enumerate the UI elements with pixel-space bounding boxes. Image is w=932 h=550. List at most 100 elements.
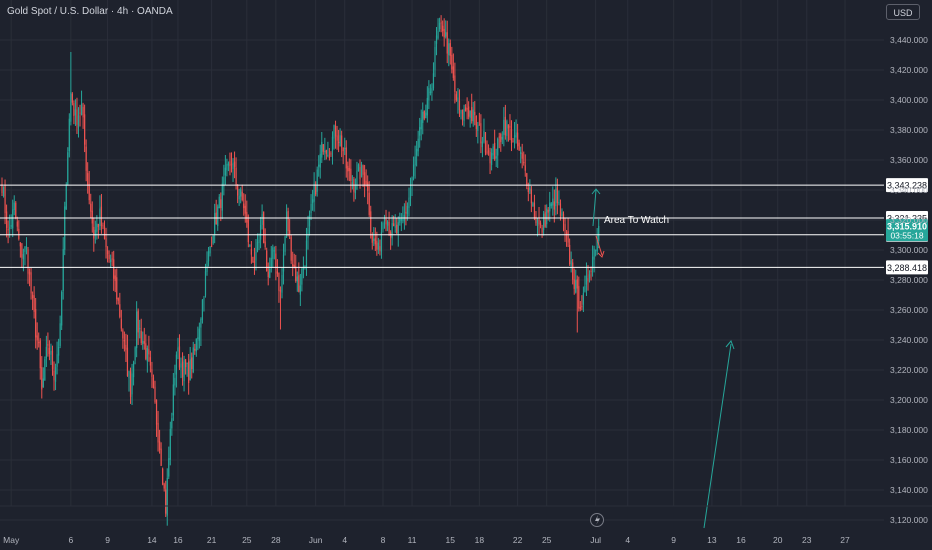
- candle-body: [448, 43, 450, 56]
- candle-body: [347, 165, 349, 172]
- candle-body: [468, 106, 470, 117]
- candle-body: [32, 294, 34, 299]
- candle-body: [555, 188, 557, 207]
- y-tick-label: 3,140.000: [890, 485, 928, 495]
- candle-body: [258, 239, 260, 243]
- candle-body: [582, 293, 584, 305]
- candle-body: [371, 235, 373, 243]
- candle-body: [469, 110, 471, 118]
- candle-body: [598, 226, 600, 242]
- candle-body: [350, 168, 352, 181]
- candle-body: [498, 136, 500, 138]
- candle-body: [292, 264, 294, 267]
- candle-body: [298, 275, 300, 292]
- candle-body: [267, 271, 269, 278]
- candle-body: [299, 285, 301, 295]
- x-tick-label: 20: [773, 535, 783, 545]
- y-tick-label: 3,340.000: [890, 185, 928, 195]
- candle-body: [331, 136, 334, 152]
- candle-body: [573, 279, 575, 289]
- candle-body: [380, 232, 383, 252]
- x-tick-label: 21: [207, 535, 217, 545]
- candle-body: [457, 97, 459, 102]
- y-tick-label: 3,240.000: [890, 335, 928, 345]
- candle-body: [319, 153, 321, 168]
- candle-body: [119, 304, 121, 317]
- candle-body: [431, 88, 433, 94]
- candle-body: [425, 112, 427, 119]
- candle-body: [174, 377, 176, 386]
- candle-body: [45, 346, 47, 359]
- candle-body: [113, 259, 115, 279]
- candle-body: [435, 35, 438, 44]
- candle-body: [76, 109, 78, 125]
- candles: [1, 15, 600, 526]
- candle-body: [82, 107, 84, 118]
- candle-body: [546, 208, 548, 225]
- y-tick-label: 3,300.000: [890, 245, 928, 255]
- candle-body: [272, 247, 274, 259]
- candle-body: [535, 216, 537, 224]
- x-tick-label: 13: [707, 535, 717, 545]
- candle-body: [224, 167, 226, 176]
- candle-body: [596, 237, 598, 252]
- candle-body: [591, 256, 594, 269]
- candle-body: [140, 330, 142, 343]
- candle-body: [111, 258, 113, 260]
- candle-body: [229, 161, 231, 167]
- candle-body: [28, 271, 31, 275]
- candle-body: [171, 418, 173, 429]
- candle-body: [494, 142, 496, 160]
- candle-body: [252, 256, 254, 263]
- candle-body: [475, 115, 477, 129]
- candle-body: [221, 183, 223, 211]
- candle-body: [151, 369, 153, 377]
- candle-body: [419, 127, 421, 136]
- candle-body: [21, 243, 23, 258]
- candle-body: [595, 249, 597, 251]
- candle-body: [463, 108, 465, 121]
- candle-body: [162, 468, 164, 485]
- candle-body: [342, 147, 344, 152]
- candle-body: [10, 225, 12, 227]
- candle-body: [122, 330, 124, 339]
- candle-body: [102, 225, 104, 227]
- x-tick-label: 16: [173, 535, 183, 545]
- candle-body: [120, 318, 122, 329]
- candle-body: [472, 109, 474, 122]
- candle-body: [289, 230, 291, 235]
- candle-body: [227, 163, 230, 166]
- candle-body: [67, 152, 69, 185]
- candle-body: [137, 310, 139, 333]
- currency-button[interactable]: USD: [886, 4, 920, 20]
- candle-body: [220, 199, 222, 208]
- candle-body: [114, 275, 116, 281]
- candle-body: [382, 223, 384, 230]
- candle-body: [15, 202, 17, 219]
- candle-body: [209, 246, 211, 254]
- x-tick-label: 18: [475, 535, 485, 545]
- candle-body: [158, 441, 161, 450]
- lightning-icon[interactable]: [590, 513, 604, 527]
- candle-body: [379, 246, 381, 251]
- candle-body: [454, 75, 456, 92]
- candle-body: [524, 165, 526, 171]
- candle-body: [523, 162, 525, 164]
- candle-body: [73, 103, 75, 116]
- candle-body: [70, 92, 72, 122]
- candle-body: [269, 269, 271, 278]
- candle-body: [125, 344, 127, 350]
- candle-body: [339, 135, 341, 147]
- candle-body: [204, 271, 207, 296]
- candle-body: [61, 291, 63, 326]
- candle-body: [336, 135, 338, 141]
- candle-body: [290, 237, 292, 261]
- candle-body: [79, 112, 81, 114]
- y-tick-label: 3,400.000: [890, 95, 928, 105]
- y-tick-label: 3,320.000: [890, 215, 928, 225]
- candle-body: [13, 202, 15, 210]
- candle-body: [230, 163, 233, 166]
- candle-body: [539, 222, 542, 226]
